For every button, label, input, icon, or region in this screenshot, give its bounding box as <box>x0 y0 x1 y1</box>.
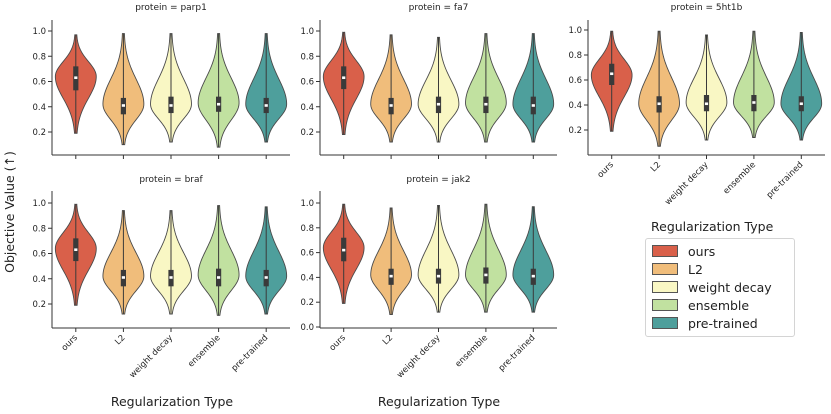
violin-median <box>121 104 125 107</box>
violin-median <box>217 276 221 279</box>
x-tick-label: pre-trained <box>765 160 806 201</box>
y-tick-label: 0.4 <box>32 275 46 285</box>
y-tick-label: 1.0 <box>32 199 46 209</box>
violin-median <box>389 104 393 107</box>
y-tick-label: 0.2 <box>300 298 314 308</box>
x-tick-label: ensemble <box>722 160 758 196</box>
x-tick-label: weight decay <box>128 333 175 380</box>
violin-median <box>389 274 393 278</box>
violin-median <box>342 76 346 80</box>
y-tick-label: 0.4 <box>300 273 314 283</box>
x-tick-label: weight decay <box>395 333 442 380</box>
legend-box: ours L2 weight decay ensemble pre-traine… <box>645 238 795 337</box>
y-tick-label: 0.8 <box>32 224 46 234</box>
violin-median <box>752 101 756 104</box>
panel-title: protein = jak2 <box>406 175 470 185</box>
y-axis-label: Objective Value (↑) <box>2 151 17 273</box>
y-tick-label: 0.6 <box>300 78 314 88</box>
violin-median <box>436 102 441 106</box>
y-tick-label: 0.4 <box>568 101 582 111</box>
y-tick-label: 0.2 <box>32 300 46 310</box>
legend-swatch <box>652 281 678 293</box>
panel-title: protein = fa7 <box>409 3 469 13</box>
legend-item-weight-decay: weight decay <box>652 278 788 296</box>
violin-median <box>217 102 221 106</box>
legend-label: L2 <box>688 261 703 277</box>
y-tick-label: 0.0 <box>300 323 314 333</box>
violin-median <box>610 72 614 76</box>
legend-item-ours: ours <box>652 242 788 260</box>
y-tick-label: 0.8 <box>300 224 314 234</box>
y-tick-label: 0.8 <box>32 52 46 62</box>
violin-median <box>531 104 535 107</box>
x-tick-label: ours <box>328 333 349 354</box>
x-tick-label: pre-trained <box>497 333 538 374</box>
x-tick-label: ensemble <box>186 333 222 369</box>
violin-median <box>342 248 346 252</box>
panel-title: protein = braf <box>139 175 203 185</box>
violin-median <box>657 102 661 106</box>
legend-swatch <box>652 245 678 257</box>
violin-median <box>169 104 173 107</box>
y-tick-label: 1.0 <box>32 27 46 37</box>
x-tick-label: L2 <box>113 333 127 347</box>
x-tick-label: pre-trained <box>230 333 271 374</box>
legend-title: Regularization Type <box>651 219 774 234</box>
violin-median <box>169 276 173 279</box>
violin-median <box>704 102 709 106</box>
panel-title: protein = 5ht1b <box>671 3 743 13</box>
violin-median <box>531 274 535 278</box>
legend-label: weight decay <box>688 279 772 295</box>
panel-title: protein = parp1 <box>135 3 207 13</box>
y-tick-label: 1.0 <box>300 27 314 37</box>
violin-median <box>74 76 78 80</box>
violin-median <box>264 104 268 107</box>
y-tick-label: 0.4 <box>300 103 314 113</box>
violin-median <box>484 102 488 106</box>
legend-swatch <box>652 299 678 311</box>
violin-median <box>74 248 78 252</box>
legend-swatch <box>652 317 678 329</box>
violin-median <box>264 276 268 279</box>
x-tick-label: ours <box>60 333 81 354</box>
y-tick-label: 1.0 <box>568 26 582 36</box>
legend-label: ensemble <box>688 297 750 313</box>
legend-label: pre-trained <box>688 315 758 331</box>
legend-item-ensemble: ensemble <box>652 296 788 314</box>
legend-item-pre-trained: pre-trained <box>652 314 788 332</box>
x-axis-label-right: Regularization Type <box>378 394 501 409</box>
violin-median <box>436 274 441 278</box>
x-tick-label: ensemble <box>454 333 490 369</box>
violin-median <box>484 273 488 277</box>
y-tick-label: 0.6 <box>568 76 582 86</box>
y-tick-label: 0.2 <box>300 128 314 138</box>
x-tick-label: weight decay <box>663 160 710 207</box>
violin-median <box>799 102 803 106</box>
violin-median <box>121 276 125 279</box>
x-tick-label: ours <box>596 160 617 181</box>
legend-swatch <box>652 263 678 275</box>
y-tick-label: 0.2 <box>32 128 46 138</box>
y-tick-label: 0.8 <box>568 51 582 61</box>
y-tick-label: 0.2 <box>568 126 582 136</box>
x-axis-label-left: Regularization Type <box>111 394 234 409</box>
legend: Regularization Type ours L2 weight decay… <box>645 219 795 337</box>
legend-item-l2: L2 <box>652 260 788 278</box>
y-tick-label: 0.6 <box>32 250 46 260</box>
y-tick-label: 0.6 <box>32 78 46 88</box>
x-tick-label: L2 <box>649 160 663 174</box>
y-tick-label: 1.0 <box>300 199 314 209</box>
legend-label: ours <box>688 243 716 259</box>
y-tick-label: 0.4 <box>32 103 46 113</box>
y-tick-label: 0.6 <box>300 249 314 259</box>
y-tick-label: 0.8 <box>300 52 314 62</box>
x-tick-label: L2 <box>381 333 395 347</box>
